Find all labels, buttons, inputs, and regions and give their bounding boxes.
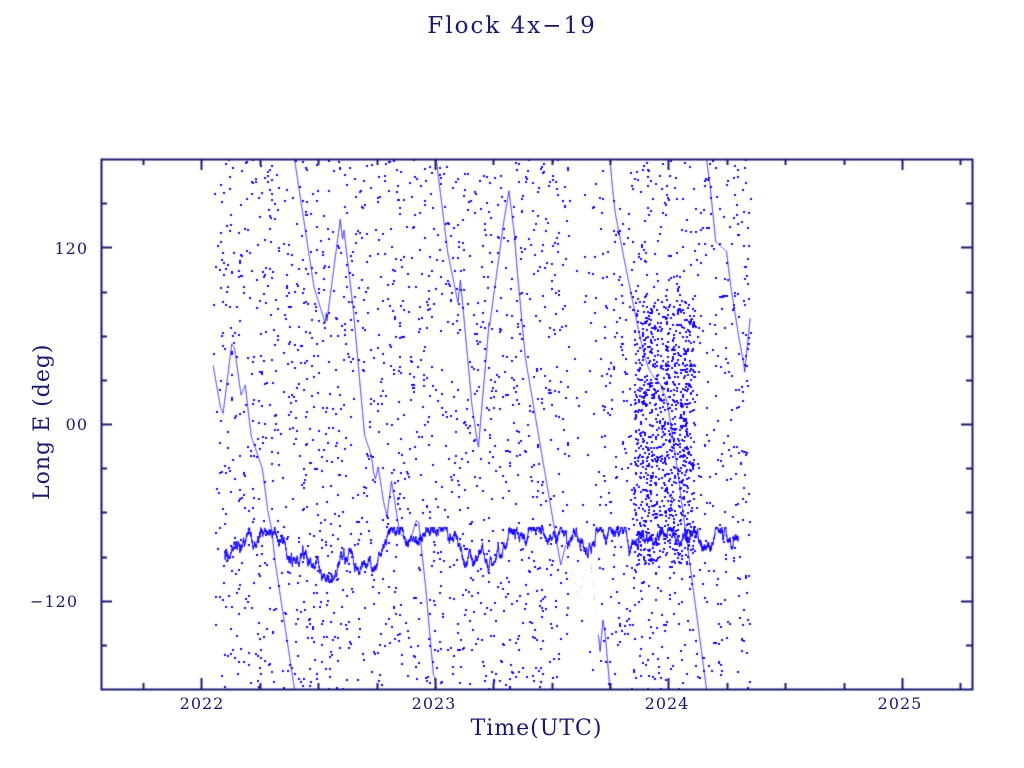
y-tick-label-120: 120 bbox=[54, 239, 88, 258]
x-tick-label-2025: 2025 bbox=[877, 694, 923, 713]
x-axis-label: Time(UTC) bbox=[470, 716, 603, 741]
x-tick-label-2023: 2023 bbox=[411, 694, 457, 713]
x-tick-label-2022: 2022 bbox=[179, 694, 225, 713]
y-tick-label-minus-120: −120 bbox=[30, 592, 78, 611]
y-tick-label-0: 00 bbox=[65, 415, 88, 434]
x-tick-label-2024: 2024 bbox=[644, 694, 690, 713]
